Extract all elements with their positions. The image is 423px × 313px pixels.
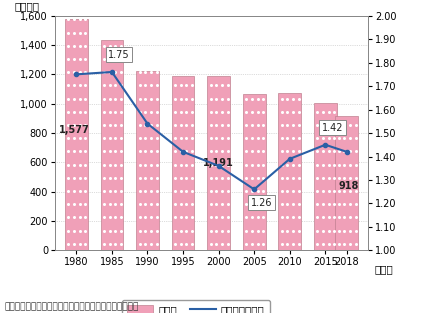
Text: 資料）厅生労働省「人口動態統計」より国土交通省作成: 資料）厅生労働省「人口動態統計」より国土交通省作成 [4,302,139,311]
Bar [172,76,195,250]
Bar [243,95,266,250]
Bar [136,71,159,250]
Text: 1.26: 1.26 [251,198,272,208]
Text: （千人）: （千人） [14,1,39,11]
Text: 1.75: 1.75 [108,50,130,60]
Bar [278,93,301,250]
Text: 918: 918 [339,181,359,191]
Text: 1.42: 1.42 [322,123,343,133]
Bar [335,116,358,250]
Bar [101,40,123,250]
Text: （年）: （年） [374,264,393,275]
Legend: 出生数, 合計特殊出生率: 出生数, 合計特殊出生率 [122,300,270,313]
Bar [314,103,337,250]
Bar [207,76,230,250]
Text: 1,577: 1,577 [59,125,90,135]
Bar [65,19,88,250]
Text: 1,191: 1,191 [203,158,234,168]
